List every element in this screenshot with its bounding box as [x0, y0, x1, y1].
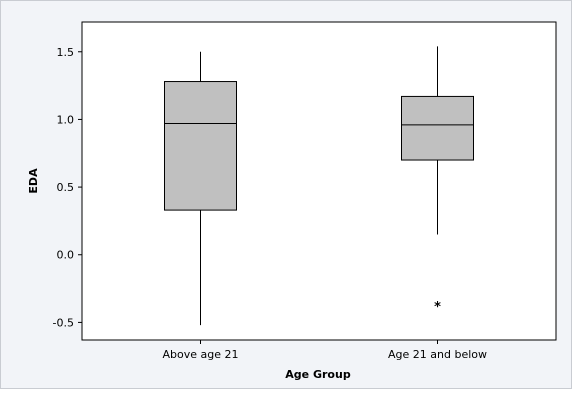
x-tick-label: Age 21 and below — [388, 348, 487, 361]
y-axis-ticks: -0.5 0.0 0.5 1.0 1.5 — [53, 46, 82, 329]
plot-area — [81, 21, 557, 341]
y-tick-label: 1.0 — [57, 113, 75, 126]
box-group: * — [401, 46, 474, 315]
box-group — [164, 51, 237, 326]
y-tick-label: 0.5 — [57, 181, 75, 194]
x-axis-ticks: Above age 21 Age 21 and below — [163, 340, 487, 361]
outlier-marker: * — [434, 300, 441, 315]
x-tick-label: Above age 21 — [163, 348, 239, 361]
box-series: * — [164, 46, 474, 326]
y-tick-label: 1.5 — [57, 46, 75, 59]
y-axis-title: EDA — [27, 168, 40, 194]
y-tick-label: 0.0 — [57, 249, 75, 262]
iqr-box — [164, 81, 237, 211]
x-axis-title: Age Group — [285, 368, 351, 381]
y-tick-label: -0.5 — [53, 316, 74, 329]
iqr-box — [401, 95, 474, 161]
